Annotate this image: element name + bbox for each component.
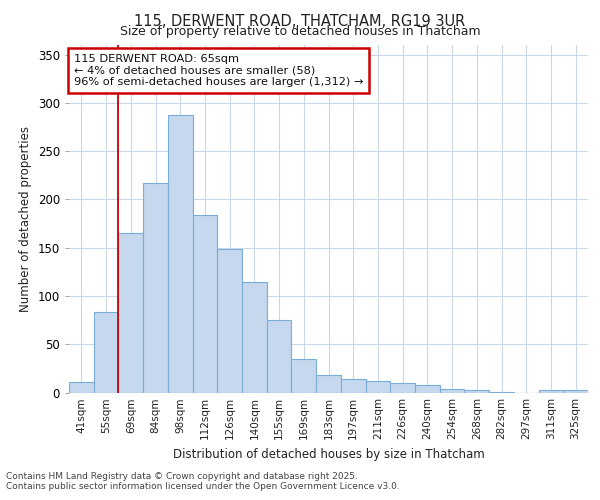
Text: Contains HM Land Registry data © Crown copyright and database right 2025.: Contains HM Land Registry data © Crown c… xyxy=(6,472,358,481)
Bar xyxy=(193,215,217,392)
Bar xyxy=(390,383,415,392)
Bar xyxy=(316,375,341,392)
Bar xyxy=(118,233,143,392)
X-axis label: Distribution of detached houses by size in Thatcham: Distribution of detached houses by size … xyxy=(173,448,484,461)
Bar xyxy=(267,320,292,392)
Bar xyxy=(217,248,242,392)
Text: Contains public sector information licensed under the Open Government Licence v3: Contains public sector information licen… xyxy=(6,482,400,491)
Y-axis label: Number of detached properties: Number of detached properties xyxy=(19,126,32,312)
Bar xyxy=(365,381,390,392)
Bar xyxy=(341,379,365,392)
Bar xyxy=(464,390,489,392)
Bar xyxy=(539,390,563,392)
Text: 115, DERWENT ROAD, THATCHAM, RG19 3UR: 115, DERWENT ROAD, THATCHAM, RG19 3UR xyxy=(134,14,466,29)
Bar xyxy=(415,385,440,392)
Bar xyxy=(440,388,464,392)
Bar xyxy=(143,183,168,392)
Text: Size of property relative to detached houses in Thatcham: Size of property relative to detached ho… xyxy=(119,25,481,38)
Bar xyxy=(563,390,588,392)
Text: 115 DERWENT ROAD: 65sqm
← 4% of detached houses are smaller (58)
96% of semi-det: 115 DERWENT ROAD: 65sqm ← 4% of detached… xyxy=(74,54,364,87)
Bar xyxy=(168,114,193,392)
Bar xyxy=(69,382,94,392)
Bar xyxy=(94,312,118,392)
Bar xyxy=(242,282,267,393)
Bar xyxy=(292,358,316,392)
